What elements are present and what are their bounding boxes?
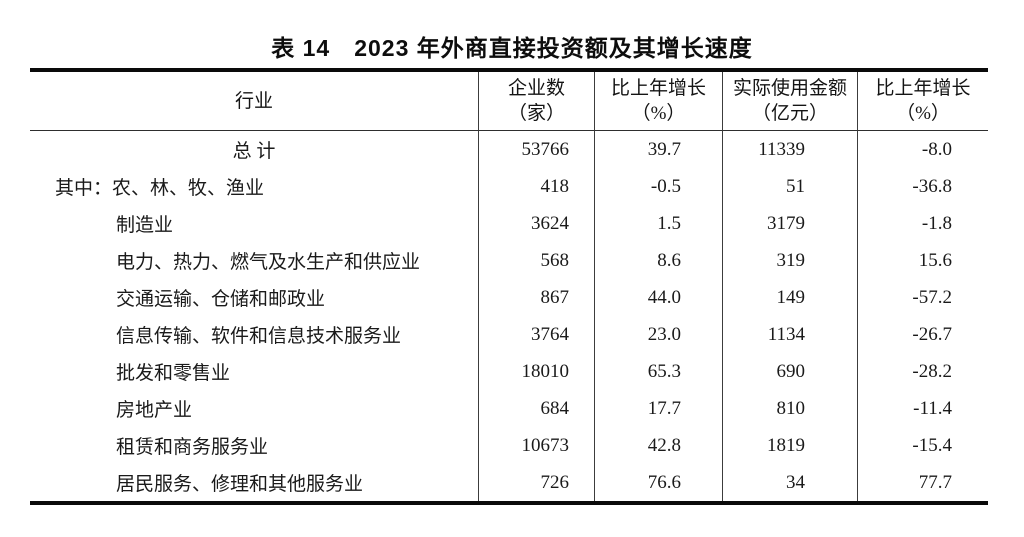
header-unit-enterprises-growth: （%） [631, 103, 686, 124]
amount-growth-cell: -26.7 [857, 316, 988, 353]
table-header-row: 行业 企业数 （家） 比上年增长 （%） 实际使用金额 （亿元） 比上年增长 （… [30, 72, 988, 131]
fdi-table: 行业 企业数 （家） 比上年增长 （%） 实际使用金额 （亿元） 比上年增长 （… [30, 68, 988, 505]
header-label-industry: 行业 [234, 90, 273, 112]
amount-cell: 319 [722, 242, 857, 279]
header-unit-amount-growth: （%） [896, 103, 950, 124]
amount-growth-cell: -8.0 [857, 131, 988, 168]
header-unit-amount: （亿元） [751, 103, 828, 124]
enterprises-cell: 418 [478, 168, 594, 205]
header-label-amount-growth: 比上年增长 [875, 78, 971, 99]
header-cell-amount-growth: 比上年增长 （%） [857, 72, 988, 131]
table-row: 其中：农、林、牧、渔业 418 -0.5 51 -36.8 [30, 168, 988, 205]
table-row: 交通运输、仓储和邮政业 867 44.0 149 -57.2 [30, 279, 988, 316]
enterprises-cell: 726 [478, 464, 594, 501]
amount-cell: 149 [722, 279, 857, 316]
industry-cell: 交通运输、仓储和邮政业 [116, 289, 326, 310]
table-row: 制造业 3624 1.5 3179 -1.8 [30, 205, 988, 242]
header-unit-enterprises: （家） [507, 103, 565, 124]
header-cell-enterprises-growth: 比上年增长 （%） [594, 72, 722, 131]
enterprises-cell: 53766 [478, 131, 594, 168]
table-row: 房地产业 684 17.7 810 -11.4 [30, 390, 988, 427]
enterprises-cell: 568 [478, 242, 594, 279]
amount-growth-cell: 15.6 [857, 242, 988, 279]
enterprises-cell: 10673 [478, 427, 594, 464]
amount-cell: 11339 [722, 131, 857, 168]
amount-cell: 810 [722, 390, 857, 427]
table-title: 表 14 2023 年外商直接投资额及其增长速度 [271, 35, 753, 61]
enterprises-growth-cell: 23.0 [594, 316, 722, 353]
header-label-enterprises: 企业数 [507, 78, 565, 99]
amount-cell: 34 [722, 464, 857, 501]
table-row-total: 总 计 53766 39.7 11339 -8.0 [30, 131, 988, 168]
amount-growth-cell: -15.4 [857, 427, 988, 464]
table-row: 批发和零售业 18010 65.3 690 -28.2 [30, 353, 988, 390]
header-cell-amount: 实际使用金额 （亿元） [722, 72, 857, 131]
enterprises-growth-cell: 1.5 [594, 205, 722, 242]
table-row: 信息传输、软件和信息技术服务业 3764 23.0 1134 -26.7 [30, 316, 988, 353]
industry-cell: 批发和零售业 [116, 363, 231, 384]
industry-cell: 房地产业 [116, 400, 193, 421]
amount-growth-cell: 77.7 [857, 464, 988, 501]
industry-cell: 租赁和商务服务业 [116, 437, 269, 458]
amount-cell: 690 [722, 353, 857, 390]
enterprises-growth-cell: -0.5 [594, 168, 722, 205]
enterprises-growth-cell: 42.8 [594, 427, 722, 464]
amount-growth-cell: -57.2 [857, 279, 988, 316]
industry-cell: 信息传输、软件和信息技术服务业 [116, 326, 402, 347]
enterprises-cell: 684 [478, 390, 594, 427]
industry-cell: 制造业 [116, 215, 174, 236]
amount-growth-cell: -1.8 [857, 205, 988, 242]
enterprises-growth-cell: 8.6 [594, 242, 722, 279]
enterprises-growth-cell: 65.3 [594, 353, 722, 390]
header-cell-enterprises: 企业数 （家） [478, 72, 594, 131]
enterprises-cell: 18010 [478, 353, 594, 390]
amount-growth-cell: -36.8 [857, 168, 988, 205]
amount-cell: 3179 [722, 205, 857, 242]
enterprises-cell: 3624 [478, 205, 594, 242]
enterprises-growth-cell: 44.0 [594, 279, 722, 316]
header-label-amount: 实际使用金额 [732, 78, 847, 99]
industry-cell: 居民服务、修理和其他服务业 [116, 474, 364, 495]
industry-cell: 其中：农、林、牧、渔业 [55, 178, 265, 199]
table-row: 租赁和商务服务业 10673 42.8 1819 -15.4 [30, 427, 988, 464]
table-row: 居民服务、修理和其他服务业 726 76.6 34 77.7 [30, 464, 988, 501]
enterprises-cell: 3764 [478, 316, 594, 353]
amount-growth-cell: -11.4 [857, 390, 988, 427]
amount-growth-cell: -28.2 [857, 353, 988, 390]
header-cell-industry: 行业 [30, 72, 478, 131]
enterprises-growth-cell: 39.7 [594, 131, 722, 168]
amount-cell: 51 [722, 168, 857, 205]
enterprises-cell: 867 [478, 279, 594, 316]
table-row: 电力、热力、燃气及水生产和供应业 568 8.6 319 15.6 [30, 242, 988, 279]
enterprises-growth-cell: 76.6 [594, 464, 722, 501]
header-label-enterprises-growth: 比上年增长 [610, 78, 706, 99]
amount-cell: 1134 [722, 316, 857, 353]
amount-cell: 1819 [722, 427, 857, 464]
industry-cell: 总 计 [232, 141, 276, 162]
enterprises-growth-cell: 17.7 [594, 390, 722, 427]
industry-cell: 电力、热力、燃气及水生产和供应业 [116, 252, 421, 273]
